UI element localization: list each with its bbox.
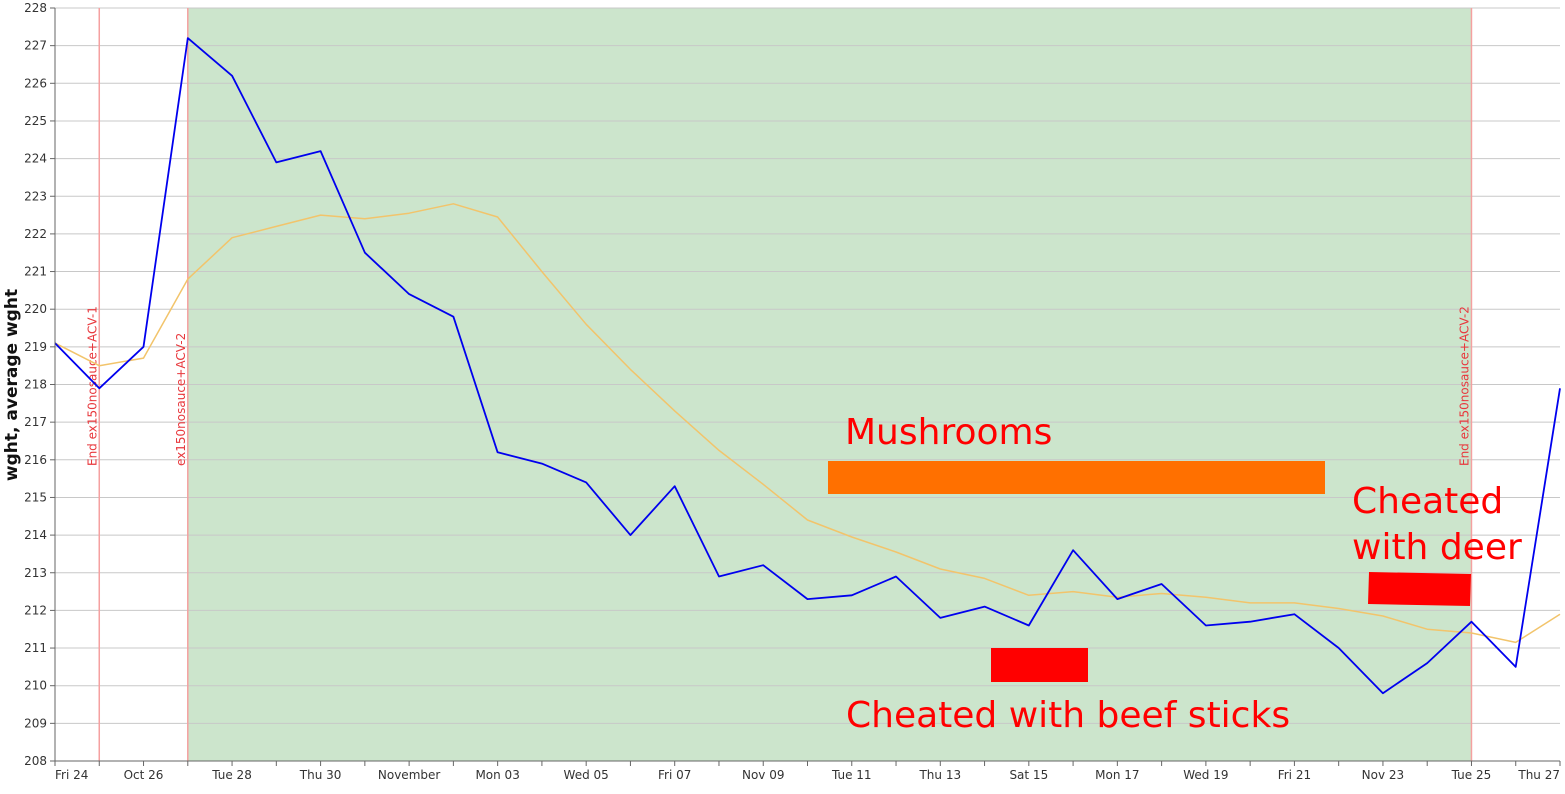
marker-label: ex150nosauce+ACV-2 [174, 333, 188, 466]
y-tick-label: 222 [24, 227, 47, 241]
x-tick-label: Tue 11 [831, 768, 872, 782]
x-tick-label: Wed 05 [564, 768, 609, 782]
y-tick-label: 208 [24, 754, 47, 768]
x-tick-label: Tue 25 [1451, 768, 1492, 782]
y-tick-label: 219 [24, 340, 47, 354]
weight-series-line [54, 37, 1561, 695]
deer-bar [1368, 572, 1471, 606]
x-tick-label: Fri 21 [1278, 768, 1311, 782]
y-axis-label: wght, average wght [2, 289, 22, 481]
x-tick-label: Fri 07 [658, 768, 691, 782]
x-tick-label: Fri 24 [55, 768, 88, 782]
y-tick-label: 221 [24, 265, 47, 279]
beef-sticks-label: Cheated with beef sticks [846, 695, 1290, 736]
period-markers: End ex150nosauce+ACV-1 ex150nosauce+ACV-2… [85, 8, 1473, 761]
mushrooms-label: Mushrooms [845, 412, 1052, 453]
y-tick-label: 223 [24, 189, 47, 203]
y-tick-label: 210 [24, 679, 47, 693]
x-tick-label: Mon 17 [1095, 768, 1139, 782]
beef-sticks-bar [991, 648, 1088, 682]
y-tick-label: 214 [24, 528, 47, 542]
marker-label: End ex150nosauce+ACV-1 [85, 306, 99, 466]
y-tick-label: 209 [24, 716, 47, 730]
y-tick-label: 224 [24, 152, 47, 166]
x-tick-label: Thu 30 [299, 768, 342, 782]
y-tick-label: 216 [24, 453, 47, 467]
axes [50, 7, 1561, 766]
tick-labels: 208 209 210 211 212 213 214 215 216 217 218 219 220 2… [24, 1, 1560, 782]
marker-label: End ex150nosauce+ACV-2 [1457, 306, 1471, 466]
y-tick-label: 215 [24, 490, 47, 504]
grid-lines [55, 7, 1560, 762]
y-tick-label: 225 [24, 114, 47, 128]
mushrooms-bar [828, 461, 1325, 494]
x-tick-label: Mon 03 [475, 768, 519, 782]
x-tick-label: Thu 13 [918, 768, 961, 782]
deer-label-line2: with deer [1352, 527, 1522, 568]
x-tick-label: Thu 27 [1517, 768, 1560, 782]
y-tick-label: 213 [24, 566, 47, 580]
series-lines [54, 37, 1561, 695]
y-tick-label: 228 [24, 1, 47, 15]
y-tick-label: 218 [24, 378, 47, 392]
y-tick-label: 227 [24, 39, 47, 53]
y-tick-label: 217 [24, 415, 47, 429]
x-tick-label: Tue 28 [211, 768, 252, 782]
y-tick-label: 220 [24, 302, 47, 316]
y-tick-label: 211 [24, 641, 47, 655]
deer-label-line1: Cheated [1352, 481, 1503, 522]
annotation-bars [828, 461, 1471, 682]
average-weight-series-line [54, 203, 1561, 644]
x-tick-label: Oct 26 [124, 768, 164, 782]
x-tick-label: Wed 19 [1183, 768, 1228, 782]
y-tick-label: 226 [24, 76, 47, 90]
x-tick-label: Nov 23 [1362, 768, 1405, 782]
x-tick-label: Nov 09 [742, 768, 785, 782]
x-tick-label: November [378, 768, 440, 782]
y-tick-label: 212 [24, 603, 47, 617]
x-tick-label: Sat 15 [1009, 768, 1048, 782]
